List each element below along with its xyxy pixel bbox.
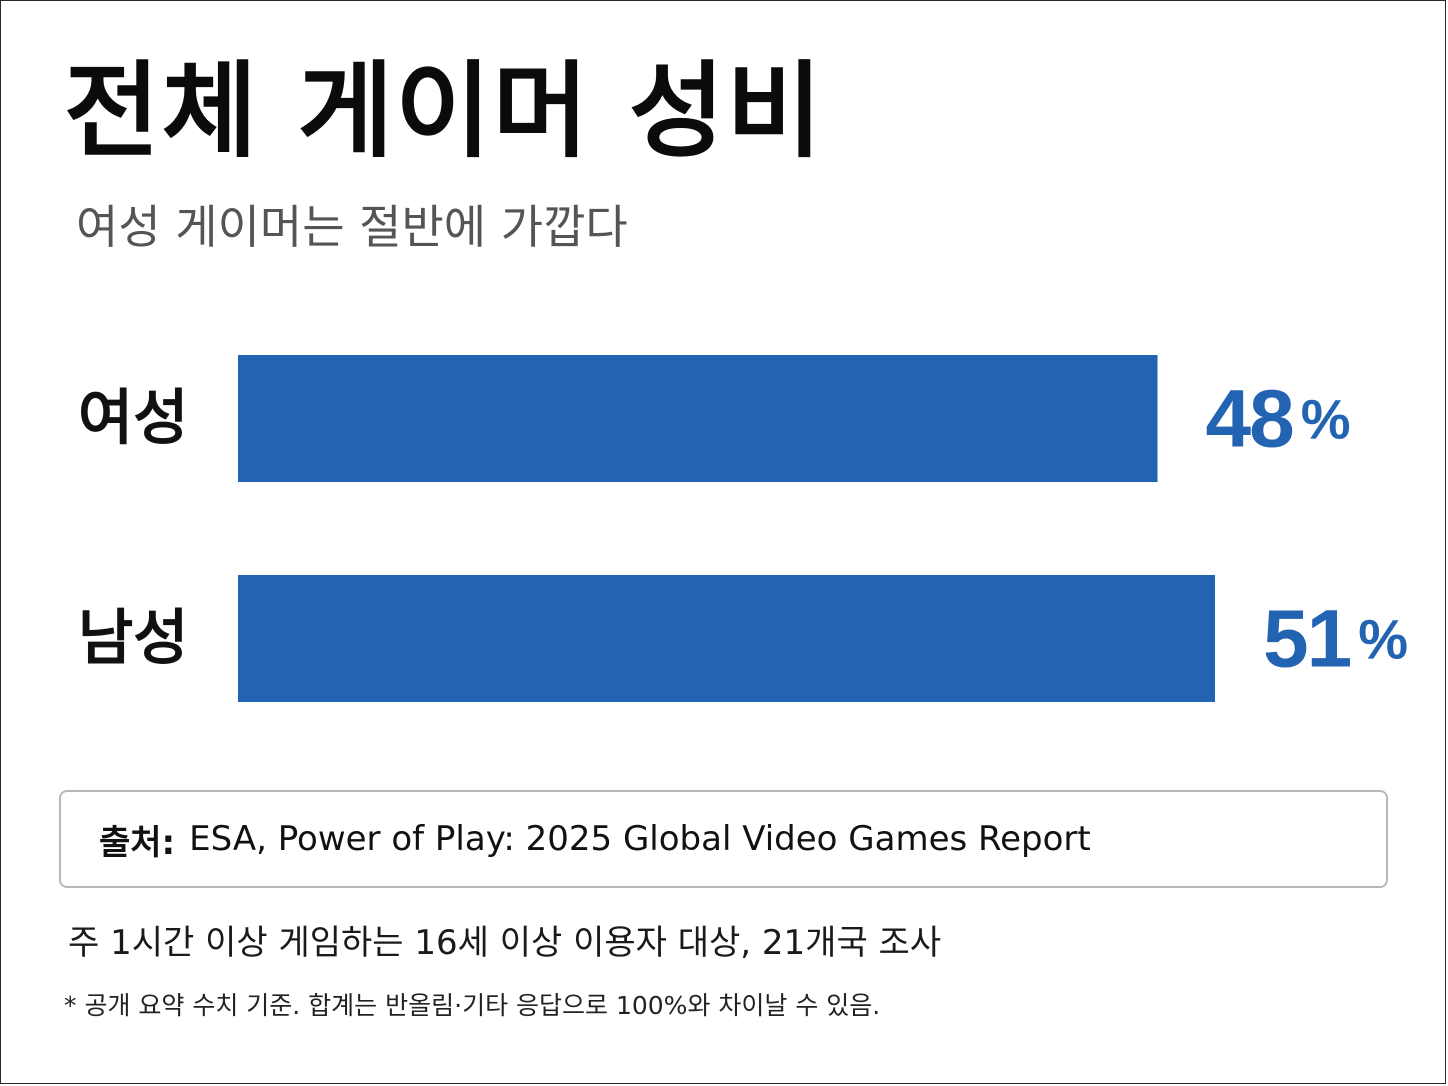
footnote: * 공개 요약 수치 기준. 합계는 반올림·기타 응답으로 100%와 차이날… (64, 991, 881, 1020)
bar (238, 355, 1158, 482)
chart-title: 전체 게이머 성비 (64, 50, 825, 172)
source-label: 출처: (99, 822, 176, 863)
value-label: 51% (1263, 593, 1408, 684)
bar-chart: 여성 48 % 남성 51% (78, 355, 1408, 702)
survey-note: 주 1시간 이상 게임하는 16세 이상 이용자 대상, 21개국 조사 (68, 923, 942, 963)
bar (238, 575, 1215, 702)
chart-subtitle: 여성 게이머는 절반에 가깝다 (76, 200, 628, 254)
source-box: 출처: ESA, Power of Play: 2025 Global Vide… (59, 790, 1388, 888)
value-label: 48% (1206, 373, 1351, 464)
source-text: ESA, Power of Play: 2025 Global Video Ga… (189, 819, 1091, 859)
category-label: 남성 (78, 604, 188, 674)
category-label: 여성 (78, 384, 188, 454)
